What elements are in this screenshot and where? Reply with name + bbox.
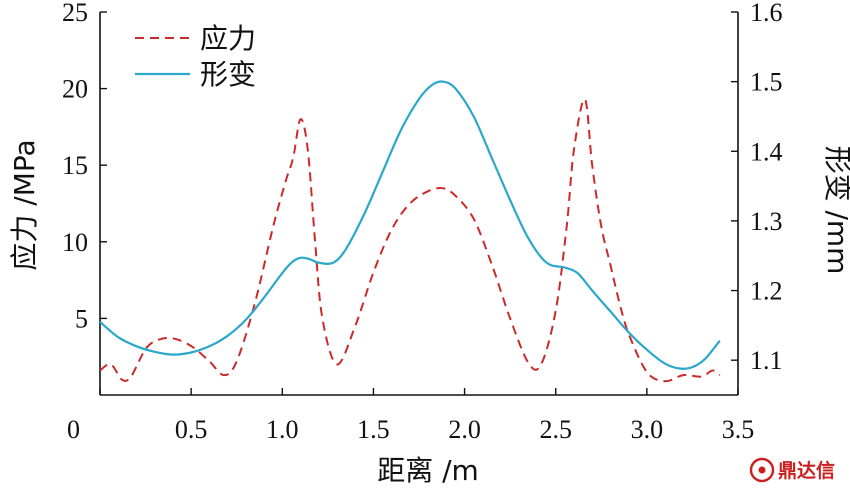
left-y-axis-title: 应力 /MPa [8, 139, 41, 270]
watermark-text: 鼎达信 [778, 459, 835, 482]
x-tick-label: 3.0 [631, 415, 664, 444]
left-y-tick-label: 20 [62, 75, 88, 104]
axis-ticks: 0 0.5 1.0 1.5 2.0 2.5 3.0 3.5 5 10 15 20 25 1.1 1.2 1.3… [62, 0, 783, 444]
axes [99, 12, 739, 396]
series-line-stress [99, 98, 721, 383]
left-y-tick-label: 5 [75, 304, 88, 333]
x-tick-label: 2.0 [448, 415, 481, 444]
legend-label-deformation: 形变 [200, 58, 256, 91]
x-tick-label: 0 [67, 415, 80, 444]
left-y-tick-label: 10 [62, 228, 88, 257]
seal-logo-icon-dot [758, 466, 766, 474]
x-tick-label: 1.5 [357, 415, 390, 444]
left-y-tick-label: 25 [62, 0, 88, 27]
legend: 应力 形变 [135, 22, 256, 91]
series-lines [99, 80, 721, 383]
right-y-tick-label: 1.3 [750, 207, 783, 236]
right-y-tick-label: 1.2 [750, 277, 783, 306]
right-y-tick-label: 1.4 [750, 137, 783, 166]
left-y-tick-label: 15 [62, 151, 88, 180]
right-y-tick-label: 1.6 [750, 0, 783, 27]
right-y-tick-label: 1.5 [750, 68, 783, 97]
seal-logo-icon [749, 457, 775, 483]
x-tick-label: 2.5 [539, 415, 572, 444]
x-tick-label: 3.5 [722, 415, 755, 444]
series-line-deformation [99, 80, 721, 370]
x-axis-title: 距离 /m [377, 454, 479, 487]
watermark: 鼎达信 [749, 457, 835, 483]
legend-label-stress: 应力 [200, 22, 256, 55]
right-y-tick-label: 1.1 [750, 346, 783, 375]
x-tick-label: 0.5 [175, 415, 208, 444]
x-tick-label: 1.0 [266, 415, 299, 444]
right-y-axis-title: 形变 /mm [821, 146, 850, 275]
